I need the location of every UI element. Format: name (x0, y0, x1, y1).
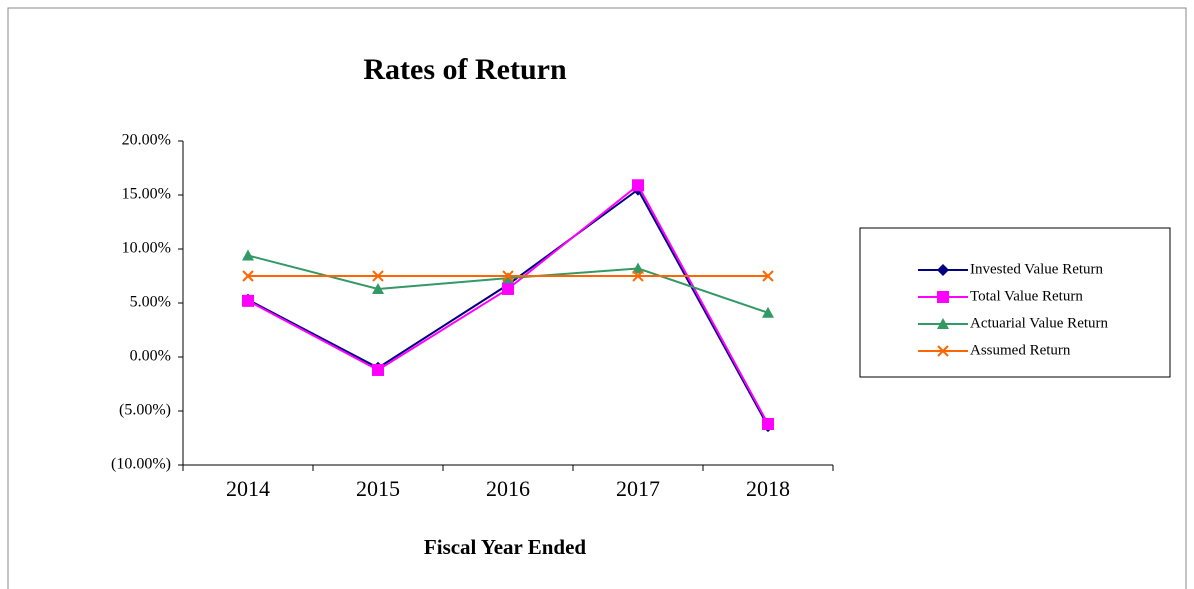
marker (372, 270, 384, 282)
marker (632, 262, 644, 274)
marker (502, 270, 514, 282)
marker (242, 270, 254, 282)
legend-marker (937, 318, 949, 329)
legend-box (859, 227, 1171, 378)
y-tick-label: (5.00%) (119, 402, 171, 419)
marker (632, 270, 644, 282)
y-tick-label: 20.00% (122, 132, 171, 149)
series-line (247, 183, 769, 425)
legend-marker (937, 291, 949, 303)
y-tick-label: 15.00% (122, 186, 171, 203)
legend-marker (937, 345, 949, 357)
x-tick-label: 2017 (616, 476, 660, 501)
marker (762, 306, 774, 318)
y-tick-label: 5.00% (130, 294, 171, 311)
legend-label: Assumed Return (970, 342, 1071, 358)
marker (762, 270, 774, 282)
x-tick-label: 2015 (356, 476, 400, 501)
chart-frame (7, 7, 1187, 589)
x-axis-label: Fiscal Year Ended (424, 535, 586, 559)
marker (242, 249, 254, 261)
legend-marker (937, 264, 949, 276)
marker (372, 363, 384, 376)
chart-title: Rates of Return (363, 53, 567, 86)
marker (242, 294, 254, 307)
x-tick-label: 2014 (226, 476, 270, 501)
y-tick-label: (10.00%) (111, 456, 171, 473)
x-tick-label: 2016 (486, 476, 530, 501)
marker (502, 282, 514, 295)
legend-label: Invested Value Return (970, 261, 1104, 277)
series-line (247, 188, 769, 427)
x-tick-label: 2018 (746, 476, 790, 501)
legend-label: Total Value Return (970, 288, 1083, 304)
marker (762, 417, 774, 430)
y-tick-label: 0.00% (130, 348, 171, 365)
y-tick-label: 10.00% (122, 240, 171, 257)
legend-label: Actuarial Value Return (970, 315, 1109, 331)
marker (372, 282, 384, 294)
marker (632, 179, 644, 192)
